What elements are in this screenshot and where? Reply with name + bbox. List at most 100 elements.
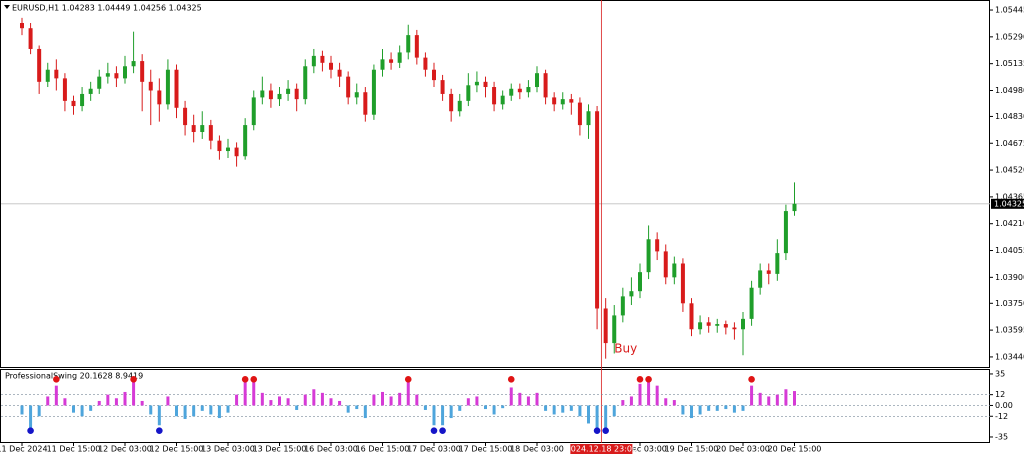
histogram-bar [106, 394, 110, 406]
candle-body [672, 263, 677, 278]
histogram-bar [415, 394, 419, 406]
candle-body [792, 203, 797, 212]
candle-body [200, 125, 205, 133]
candle-body [432, 69, 436, 81]
histogram-bar [518, 392, 522, 406]
histogram-bar [758, 392, 762, 406]
histogram-bar [363, 405, 367, 419]
candle-body [766, 270, 771, 274]
histogram-bar [80, 405, 84, 417]
histogram-bar [449, 405, 453, 419]
x-tick-label: 19 Dec 15:00 [665, 445, 719, 454]
candle-body [698, 322, 703, 330]
y-tick-label: 0.00 [995, 401, 1013, 410]
histogram-bar [569, 405, 573, 411]
histogram-bar [715, 405, 719, 411]
histogram-bar [278, 396, 281, 406]
candle-body [363, 92, 368, 115]
candle-body [500, 95, 505, 105]
candle-body [466, 85, 471, 101]
buy-signal-dot [430, 427, 438, 434]
y-tick-label: 1.04675 [995, 139, 1024, 148]
candle-body [449, 93, 454, 112]
histogram-bar [595, 405, 599, 433]
candle-body [569, 99, 574, 103]
histogram-bar [381, 391, 384, 406]
x-tick-label: 17 Dec 15:00 [459, 445, 513, 454]
candle-body [638, 272, 642, 292]
histogram-bar [346, 405, 350, 413]
candle-body [663, 251, 668, 278]
candle-body [329, 62, 333, 70]
histogram-bar [209, 405, 213, 415]
histogram-bar [54, 385, 58, 406]
y-tick-label: 1.05445 [995, 6, 1024, 15]
histogram-bar [466, 398, 470, 406]
candle-body [380, 59, 385, 70]
y-tick-label: 1.03595 [995, 326, 1024, 335]
x-tick-label: 16 Dec 03:00 [304, 445, 358, 454]
candle-body [123, 66, 127, 79]
x-tick-label: 17 Dec 03:00 [407, 445, 461, 454]
x-tick-label: 13 Dec 15:00 [253, 445, 307, 454]
histogram-bar [303, 394, 307, 406]
histogram-bar [114, 398, 118, 406]
histogram-bar [286, 398, 290, 406]
histogram-bar [750, 385, 754, 406]
candle-body [303, 66, 308, 100]
histogram-bar [784, 389, 788, 406]
histogram-bar [149, 405, 153, 415]
histogram-bar [423, 405, 427, 410]
histogram-bar [20, 405, 24, 415]
histogram-bar [355, 405, 359, 410]
candle-body [140, 61, 145, 82]
candle-body [474, 81, 479, 86]
y-tick-label: 1.03900 [995, 273, 1024, 282]
sell-signal-dot [507, 376, 515, 383]
histogram-bar [767, 396, 771, 406]
header: EURUSD,H1 1.04283 1.04449 1.04256 1.0432… [12, 4, 202, 13]
histogram-bar [235, 394, 239, 406]
sell-signal-dot [241, 376, 249, 383]
histogram-bar [475, 396, 479, 406]
x-tick-label: 20 Dec 15:00 [768, 445, 822, 454]
candle-body [535, 73, 539, 88]
candle-body [20, 23, 24, 29]
x-tick-label: 18 Dec 03:00 [510, 445, 564, 454]
histogram-bar [544, 405, 548, 411]
histogram-bar [226, 405, 230, 413]
histogram-bar [175, 405, 178, 417]
histogram-bar [535, 392, 539, 406]
histogram-bar [681, 405, 685, 415]
crosshair-label: 2024.12.18 23:00 [566, 445, 637, 454]
candle-body [543, 73, 548, 98]
candle-body [191, 125, 196, 133]
sell-signal-dot [130, 376, 137, 383]
histogram-bar [132, 380, 136, 406]
histogram-bar [372, 394, 376, 406]
y-tick-label: 1.04520 [995, 166, 1024, 175]
candle-body [148, 81, 153, 91]
histogram-bar [458, 405, 462, 411]
histogram-bar [140, 400, 144, 406]
histogram-bar [707, 405, 711, 411]
candle-body [775, 253, 780, 274]
candle-body [54, 69, 59, 79]
histogram-bar [441, 405, 445, 426]
histogram-bar [775, 394, 779, 406]
buy-signal-dot [439, 427, 446, 434]
candle-body [294, 88, 299, 100]
candle-body [423, 57, 428, 70]
y-tick-label: 1.04830 [995, 112, 1024, 121]
x-tick-label: 13 Dec 03:00 [201, 445, 255, 454]
y-tick-label: 1.04365 [995, 192, 1024, 201]
histogram-bar [243, 381, 247, 406]
current-price-label: 1.04325 [994, 199, 1024, 208]
candle-body [560, 99, 565, 105]
candle-body [552, 97, 557, 105]
y-tick-label: -12 [995, 412, 1008, 421]
histogram-bar [501, 405, 505, 409]
histogram-bar [217, 405, 221, 419]
candle-body [131, 61, 136, 67]
